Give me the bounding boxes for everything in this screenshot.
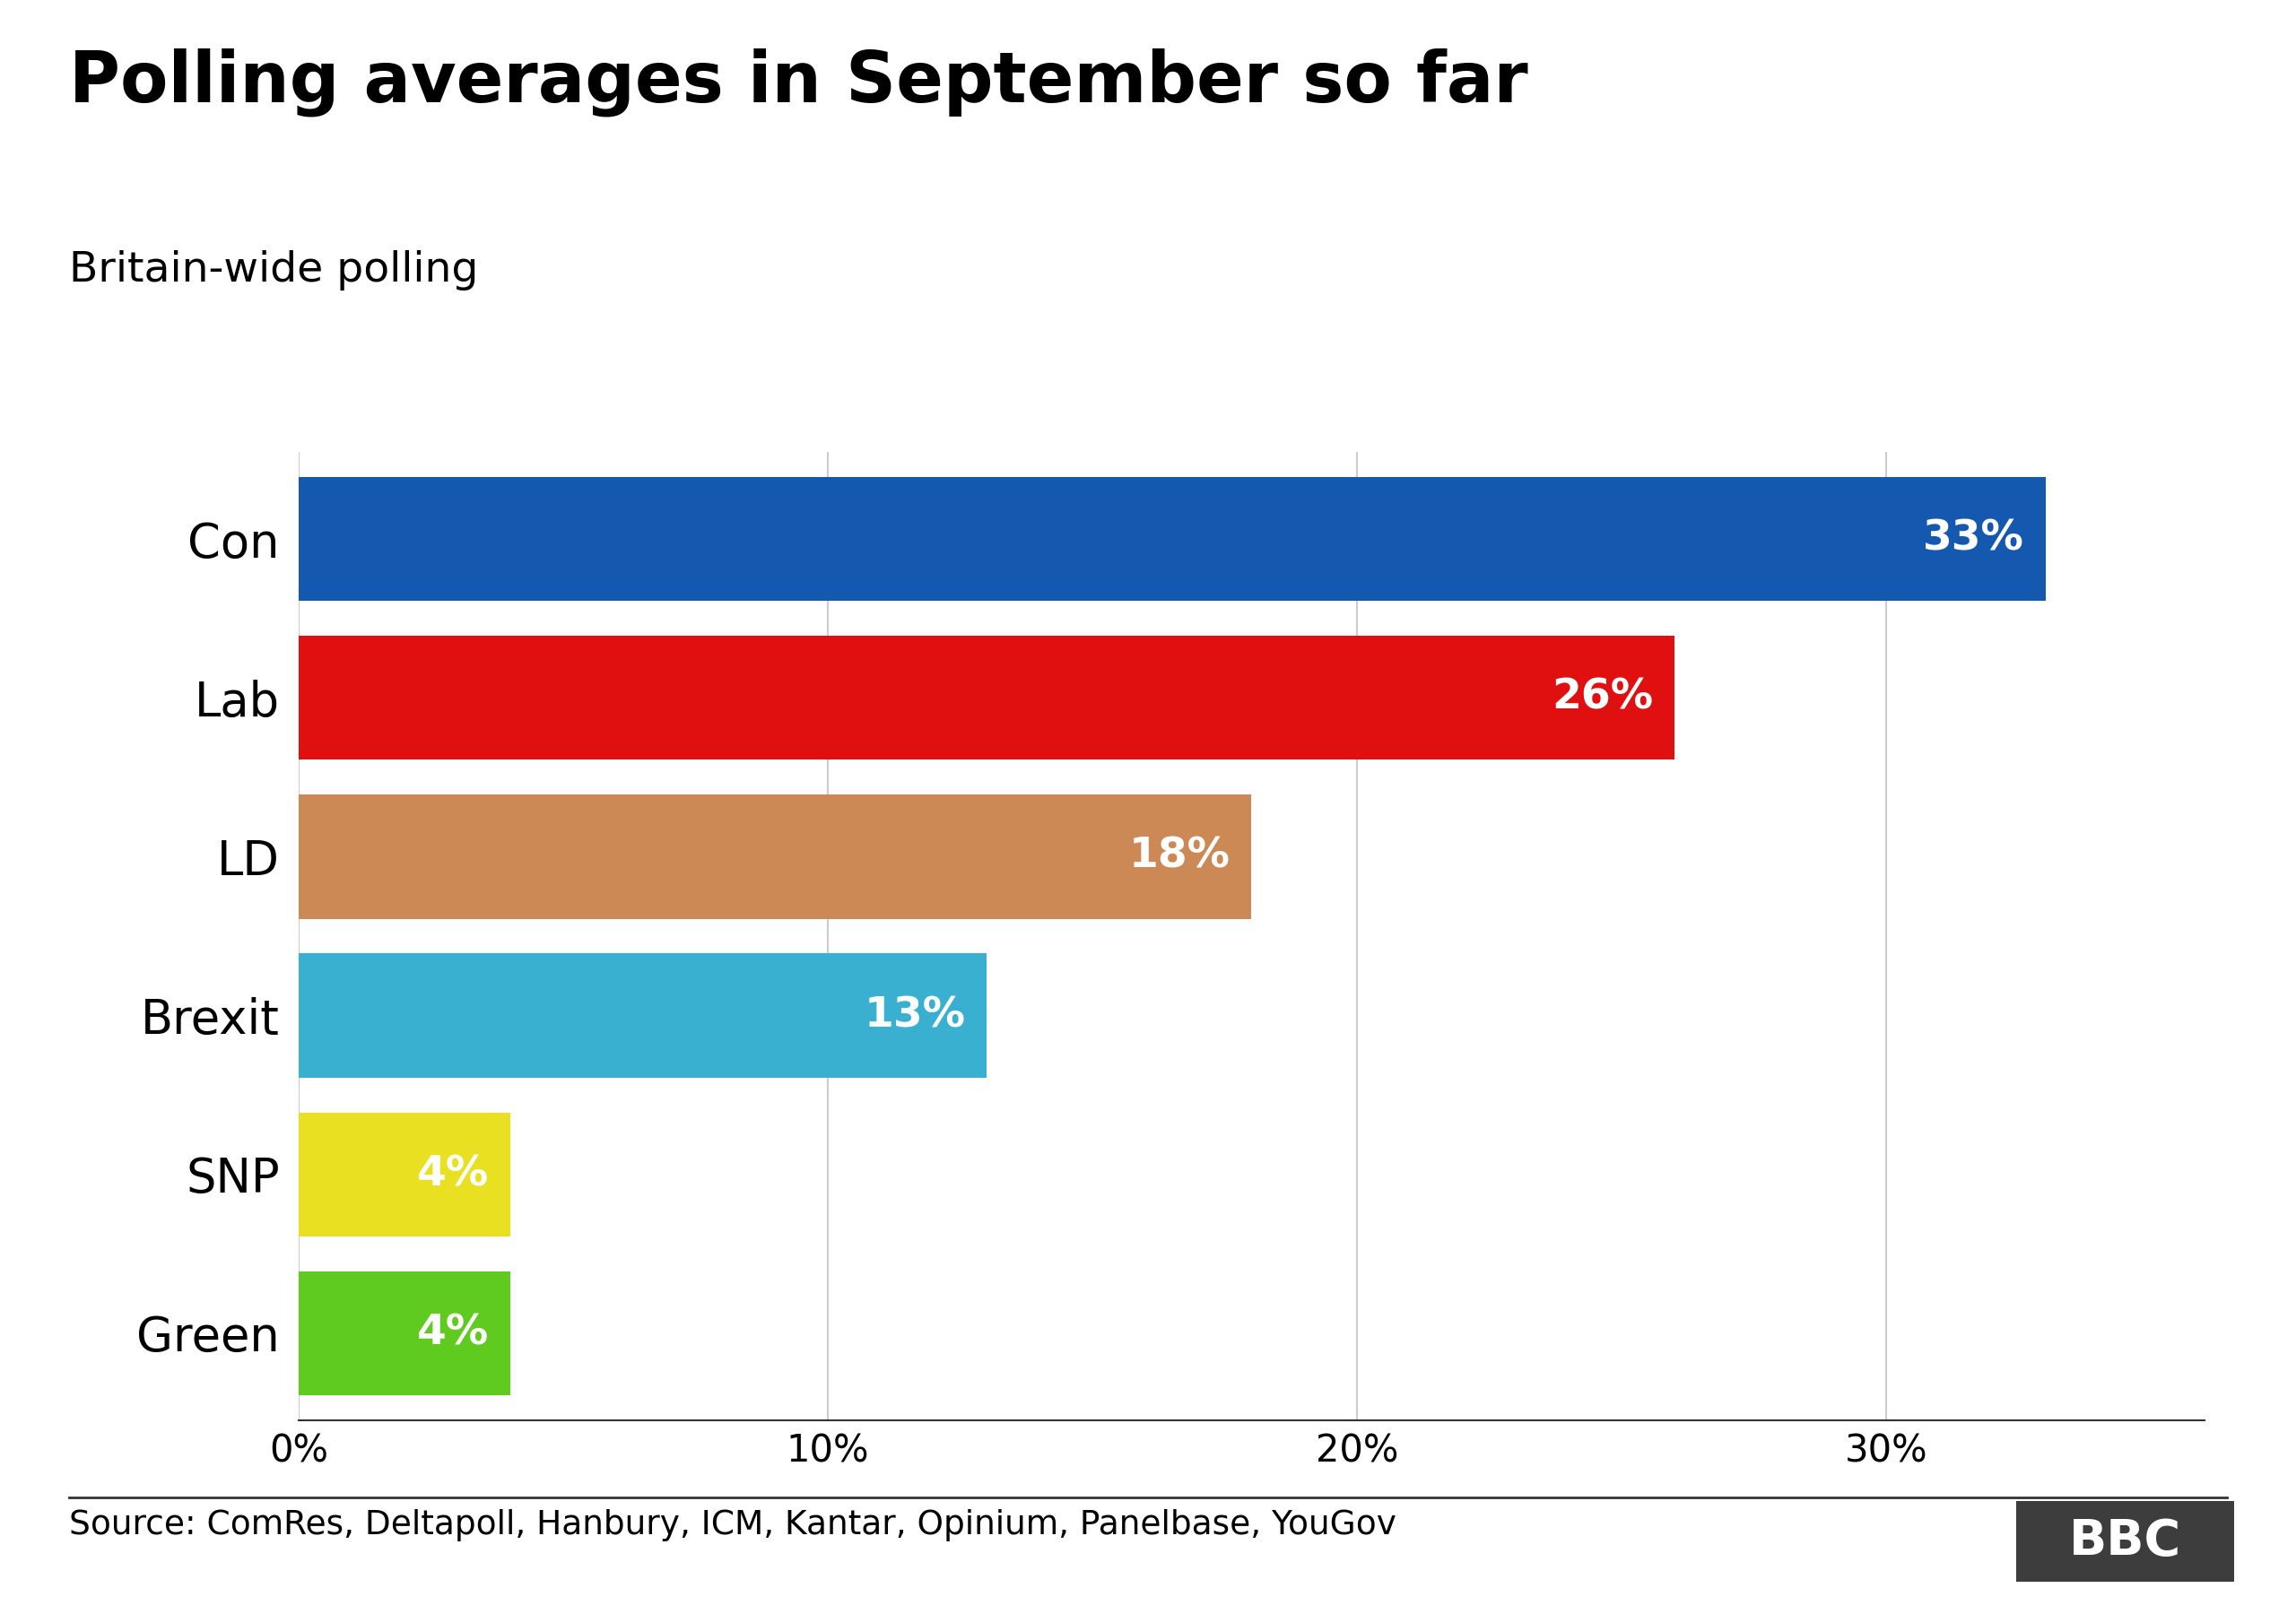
Bar [298,478,2046,600]
Text: 4%: 4% [418,1154,489,1194]
Bar [298,1272,510,1394]
Text: BBC: BBC [2069,1517,2181,1566]
Text: Source: ComRes, Deltapoll, Hanbury, ICM, Kantar, Opinium, Panelbase, YouGov: Source: ComRes, Deltapoll, Hanbury, ICM,… [69,1509,1396,1541]
Text: Britain-wide polling: Britain-wide polling [69,250,478,291]
Text: 18%: 18% [1130,836,1231,876]
Text: 33%: 33% [1924,520,2025,560]
Text: 13%: 13% [863,996,964,1036]
Bar [298,1112,510,1236]
Text: 26%: 26% [1552,678,1653,718]
Bar [298,636,1674,760]
Bar [298,954,987,1078]
Bar [298,794,1251,918]
Text: 4%: 4% [418,1312,489,1353]
Text: Polling averages in September so far: Polling averages in September so far [69,48,1527,118]
